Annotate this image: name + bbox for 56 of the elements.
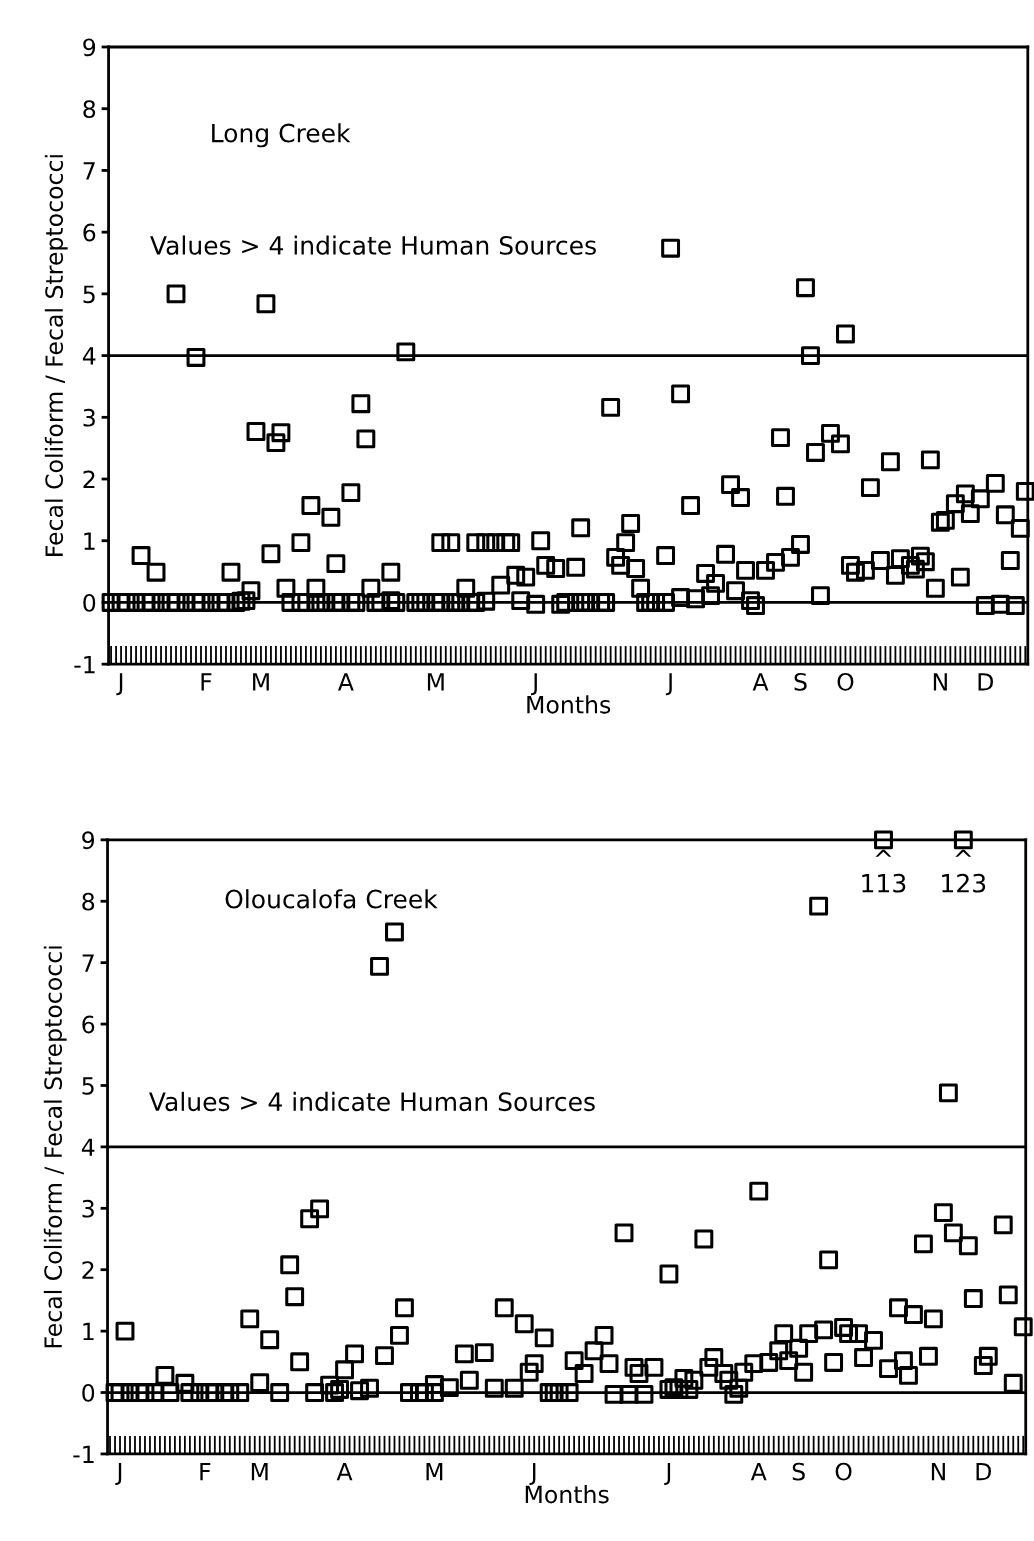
y-tick-label: 6 [82,1015,95,1034]
y-tick-label: 7 [83,162,95,180]
y-tick-label: 3 [83,408,95,427]
y-axis-title: Fecal Coliform / Fecal Streptococci [43,946,67,1348]
x-tick-label: A [336,1462,353,1481]
x-tick-label: J [664,1462,671,1485]
x-tick-label: A [752,673,769,691]
x-tick-label: J [115,1462,122,1485]
y-tick-label: 6 [83,223,96,242]
x-tick-label: N [931,1462,945,1481]
x-tick-label: A [750,1462,767,1481]
y-tick-label: 2 [83,470,95,488]
text: Long Creek [212,123,351,148]
x-tick-label: D [976,1462,992,1481]
x-tick-label: N [933,673,947,691]
x-axis-title: Months [525,1485,609,1504]
annotation: ^ 113 [862,849,906,893]
y-tick-label: 5 [83,285,95,304]
y-tick-label: -1 [74,655,95,674]
x-tick-label: D [978,673,994,691]
y-tick-label: 0 [83,593,96,612]
x-tick-label: F [200,1462,211,1481]
y-tick-label: 5 [82,1077,94,1095]
x-tick-label: O [837,672,854,691]
x-tick-label: J [531,673,537,696]
annotation: Values > 4 indicate Human Sources [149,1091,595,1112]
annotation: Values > 4 indicate Human Sources [150,235,596,255]
y-tick-label: 1 [84,532,95,550]
x-axis-title: Months [527,695,611,714]
y-tick-label: 9 [83,38,96,57]
y-tick-label: 0 [82,1383,95,1402]
x-tick-label: J [116,673,123,696]
y-tick-label: 4 [82,347,96,365]
x-tick-label: M [426,1462,443,1481]
y-tick-label: 4 [81,1138,95,1156]
x-tick-label: O [835,1462,852,1481]
x-tick-label: J [665,673,672,696]
y-tick-label: 8 [82,892,95,911]
y-tick-label: 9 [82,831,95,850]
x-tick-label: J [529,1462,536,1485]
x-tick-label: M [253,673,269,691]
y-tick-label: 2 [82,1261,94,1279]
y-tick-label: 3 [82,1199,94,1218]
x-tick-label: S [794,672,807,691]
x-tick-label: M [251,1462,268,1481]
x-tick-label: M [427,673,444,691]
annotation: ^ 123 [942,849,986,893]
x-tick-label: S [792,1462,805,1481]
x-tick-label: F [201,673,212,691]
x-tick-label: A [337,673,354,691]
y-tick-label: 1 [83,1322,94,1341]
y-tick-label: 7 [82,954,94,972]
y-tick-label: 8 [83,100,96,119]
y-axis-title: Fecal Coliform / Fecal Streptococci [44,155,68,556]
y-tick-label: -1 [73,1445,94,1463]
text: Oloucalofa Creek [225,889,438,909]
